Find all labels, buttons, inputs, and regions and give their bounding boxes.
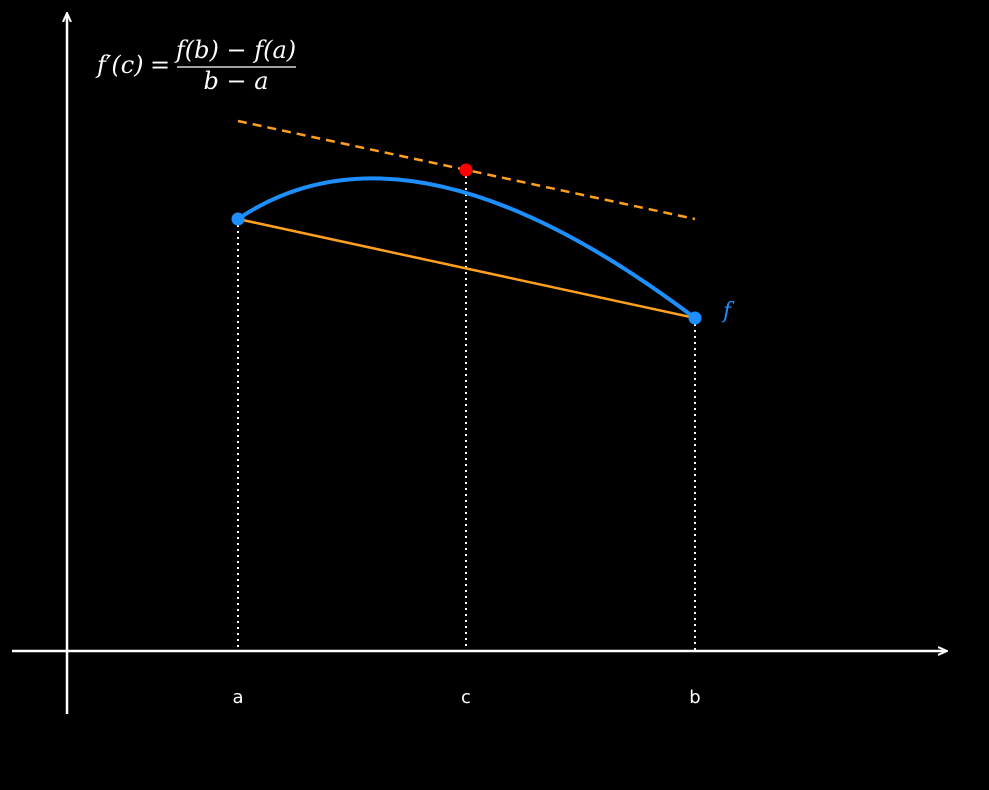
- formula-denominator: b − a: [203, 67, 268, 95]
- tick-label-b: b: [689, 687, 700, 708]
- function-curve: [236, 176, 697, 320]
- formula-numerator: f(b) − f(a): [174, 36, 296, 64]
- tick-label-a: a: [232, 687, 243, 708]
- tick-label-c: c: [461, 687, 471, 708]
- mvt-formula: f′(c) = f(b) − f(a) b − a: [95, 36, 296, 95]
- formula-lhs: f′(c): [95, 51, 144, 79]
- point-c: [459, 163, 473, 177]
- formula-equals: =: [150, 51, 170, 79]
- point-a: [231, 212, 245, 226]
- secant-line: [237, 217, 696, 320]
- point-b: [688, 311, 702, 325]
- function-label: f: [721, 299, 735, 324]
